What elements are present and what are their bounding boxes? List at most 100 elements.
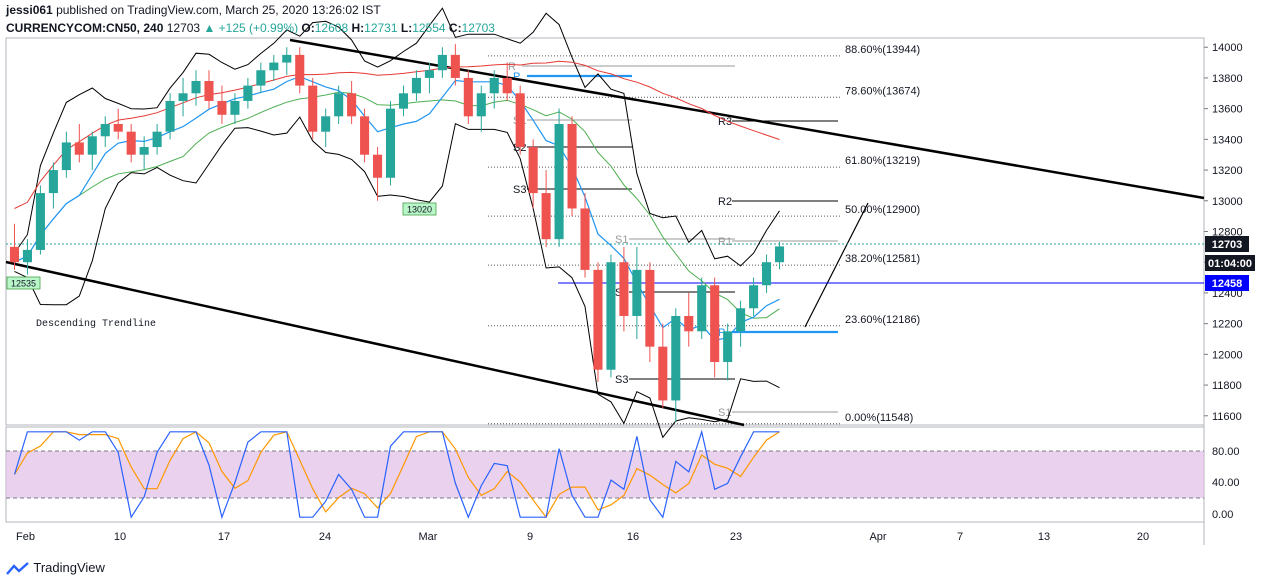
candle-body-7 [100, 124, 110, 137]
svg-text:12703: 12703 [1212, 239, 1243, 251]
low-value: 12554 [412, 21, 446, 35]
candle-body-46 [606, 262, 616, 370]
candle-body-19 [256, 70, 266, 86]
stochastic-d-line [13, 431, 780, 519]
moving-averages [14, 7, 780, 439]
bollinger-lower-line [14, 116, 780, 439]
time-tick-label-6: 16 [627, 531, 639, 543]
candle-body-10 [139, 147, 149, 155]
annotation-12535[interactable]: 12535 [6, 276, 41, 290]
candle-body-43 [567, 124, 577, 209]
candle-body-56 [736, 308, 746, 332]
candle-body-12 [165, 100, 175, 132]
price-tick-label-11: 11800 [1212, 380, 1242, 392]
hline-price-label: 12458 [1205, 275, 1249, 291]
candle-body-18 [243, 85, 253, 101]
current-price-label: 12703 [1205, 236, 1249, 252]
price-tick-label-1: 13800 [1212, 73, 1243, 85]
high-label: H: [351, 21, 365, 35]
candle-body-34 [450, 54, 460, 78]
time-tick-label-2: 17 [218, 531, 230, 543]
author-name[interactable]: jessi061 [6, 3, 53, 17]
price-tick-label-5: 13000 [1212, 196, 1243, 208]
annotation-13020-text: 13020 [407, 205, 432, 215]
fib-label-4: 38.20%(12581) [845, 253, 920, 265]
price-tick-label-2: 13600 [1212, 104, 1243, 116]
low-label: L: [400, 21, 413, 35]
close-value: 12703 [461, 21, 495, 35]
candle-body-11 [152, 131, 162, 148]
lower-trendline[interactable] [5, 260, 745, 427]
candle-body-28 [373, 154, 383, 178]
pivot-label-6: R2 [718, 196, 732, 208]
open-value: 12608 [314, 21, 349, 35]
candle-body-17 [230, 100, 240, 115]
pivot-label-7: R1 [718, 236, 732, 248]
candle-body-33 [437, 54, 447, 71]
pivot-label-10: S3 [615, 374, 628, 386]
tradingview-brand[interactable]: TradingView [6, 560, 105, 576]
candle-body-6 [87, 136, 97, 155]
candle-body-20 [269, 62, 279, 71]
stoch-tick-label-1: 40.00 [1212, 477, 1240, 489]
candle-body-54 [710, 285, 720, 363]
descending-trendline-label: Descending Trendline [36, 318, 156, 330]
candle-body-16 [217, 100, 227, 115]
price-tick-label-4: 13200 [1212, 165, 1243, 177]
time-tick-label-4: Mar [419, 531, 438, 543]
stochastic-lines [13, 429, 780, 520]
candle-body-55 [723, 331, 733, 363]
time-tick-label-0: Feb [16, 531, 35, 543]
time-tick-label-10: 13 [1038, 531, 1050, 543]
candle-body-38 [502, 77, 512, 94]
candle-body-59 [774, 246, 785, 263]
pivot-label-0: R [508, 61, 516, 73]
price-tick-label-6: 12800 [1212, 227, 1243, 239]
annotation-13020[interactable]: 13020 [402, 202, 437, 216]
last-price: 12703 [166, 21, 201, 35]
tradingview-logo-icon [6, 561, 29, 575]
symbol-info: CURRENCYCOM:CN50, 240 12703 ▲ +125 (+0.9… [6, 21, 495, 35]
countdown-label: 01:04:00 [1205, 255, 1255, 271]
candle-body-41 [541, 193, 551, 240]
candle-body-24 [321, 116, 331, 132]
main-pane[interactable] [5, 37, 1205, 426]
close-label: C: [448, 21, 462, 35]
annotation-12535-text: 12535 [11, 279, 36, 289]
candle-body-45 [593, 269, 603, 370]
svg-text:12458: 12458 [1212, 278, 1243, 290]
stochastic-k-line [13, 429, 780, 520]
fibonacci-levels: 88.60%(13944) 78.60%(13674) 61.80%(13219) 5… [488, 44, 920, 425]
price-tick-label-10: 12000 [1212, 349, 1243, 361]
price-tick-label-0: 14000 [1212, 42, 1243, 54]
candle-body-51 [671, 315, 681, 401]
pivot-label-1: P [513, 71, 520, 83]
projection-line[interactable] [804, 202, 869, 328]
candle-body-52 [684, 315, 694, 332]
stoch-tick-label-0: 80.00 [1212, 446, 1240, 458]
candle-body-32 [424, 70, 434, 78]
candle-body-39 [515, 93, 525, 148]
pivot-label-12: S1 [718, 407, 731, 419]
time-tick-label-3: 24 [319, 531, 331, 543]
candle-body-26 [347, 93, 357, 117]
candle-body-58 [762, 262, 772, 286]
candle-body-0 [9, 246, 20, 263]
fib-label-6: 0.00%(11548) [845, 412, 913, 424]
price-tick-label-12: 11600 [1212, 411, 1242, 423]
candle-body-25 [334, 93, 344, 117]
candle-body-42 [554, 124, 564, 240]
svg-text:01:04:00: 01:04:00 [1208, 258, 1252, 270]
candle-body-35 [463, 77, 473, 117]
price-change: +125 (+0.99%) [218, 21, 299, 35]
symbol-name[interactable]: CURRENCYCOM:CN50, 240 [6, 21, 164, 35]
candle-body-13 [178, 93, 188, 101]
candle-body-2 [35, 193, 45, 250]
ma-green-line [14, 91, 780, 319]
candles [9, 44, 785, 422]
up-arrow-icon: ▲ [203, 21, 216, 35]
stochastic-band [6, 451, 1204, 498]
time-tick-label-5: 9 [527, 531, 533, 543]
candle-body-8 [113, 124, 123, 132]
